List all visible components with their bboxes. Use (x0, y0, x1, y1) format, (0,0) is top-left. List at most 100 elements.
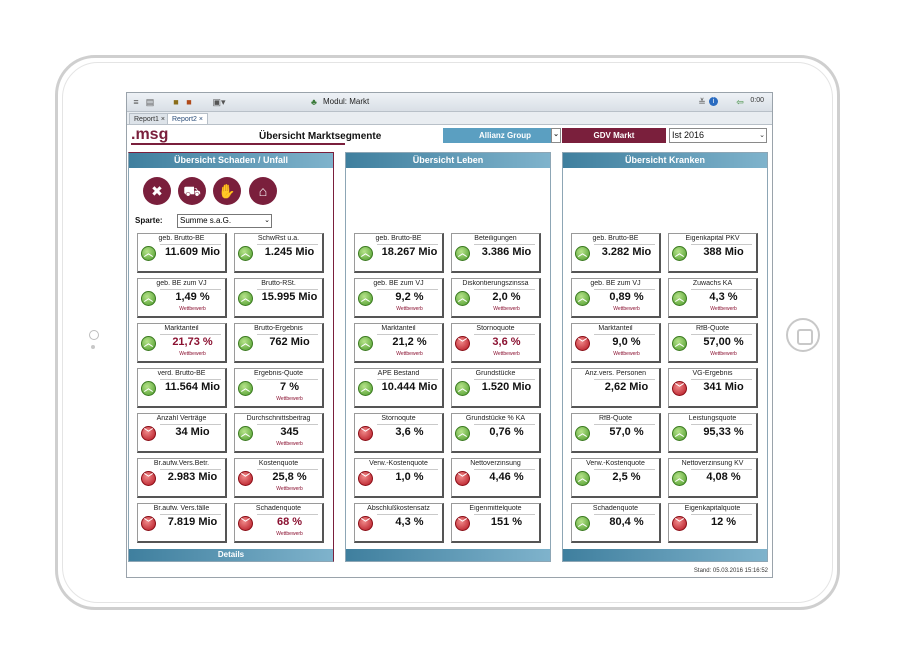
divider (377, 289, 438, 290)
kpi-card[interactable]: SchwRst u.a. ︿ 1.245 Mio (234, 233, 324, 273)
chevron-down-icon[interactable]: ⌄ (759, 132, 765, 139)
kpi-card[interactable]: Eigenmittelquote ﹀ 151 % (451, 503, 541, 543)
wettbewerb-link[interactable]: Wettbewerb (179, 306, 206, 312)
trend-up-icon: ︿ (575, 291, 590, 306)
kpi-card[interactable]: Eigenkapitalquote ﹀ 12 % (668, 503, 758, 543)
chevron-down-icon[interactable]: ⌄ (264, 217, 270, 224)
kpi-card[interactable]: Anzahl Verträge ﹀ 34 Mio (137, 413, 227, 453)
kpi-label: geb. Brutto-BE (158, 235, 205, 242)
kpi-card[interactable]: Marktanteil ︿ 21,73 % Wettbewerb (137, 323, 227, 363)
kpi-card[interactable]: Abschlußkostensatz ﹀ 4,3 % (354, 503, 444, 543)
tools-icon[interactable]: ✖ (143, 177, 171, 205)
kpi-value: 4,3 % (709, 291, 738, 303)
kpi-card[interactable]: Anz.vers. Personen 2,62 Mio (571, 368, 661, 408)
company-select[interactable]: Allianz Group ⌄ (443, 128, 561, 143)
kpi-card[interactable]: Schadenquote ︿ 80,4 % (571, 503, 661, 543)
kpi-label: Anz.vers. Personen (584, 370, 647, 377)
details-button[interactable]: Details (129, 549, 333, 561)
kpi-card[interactable]: geb. Brutto-BE ︿ 3.282 Mio (571, 233, 661, 273)
kpi-label: Br.aufw. Vers.fälle (153, 505, 210, 512)
kpi-card[interactable]: Schadenquote ﹀ 68 % Wettbewerb (234, 503, 324, 543)
print-icon[interactable]: ▤ (145, 97, 155, 107)
menu-icon[interactable]: ≡ (133, 97, 139, 107)
kpi-card[interactable]: Eigenkapital PKV ︿ 388 Mio (668, 233, 758, 273)
trend-up-icon: ︿ (455, 381, 470, 396)
kpi-card[interactable]: Br.aufw. Vers.fälle ﹀ 7.819 Mio (137, 503, 227, 543)
truck-icon[interactable]: ⛟ (178, 177, 206, 205)
wettbewerb-link[interactable]: Wettbewerb (276, 396, 303, 402)
gdv-markt-button[interactable]: GDV Markt (562, 128, 666, 143)
wettbewerb-link[interactable]: Wettbewerb (396, 306, 423, 312)
wettbewerb-link[interactable]: Wettbewerb (493, 351, 520, 357)
chevron-down-icon[interactable]: ⌄ (551, 128, 561, 143)
wettbewerb-link[interactable]: Wettbewerb (493, 306, 520, 312)
close-icon[interactable]: × (160, 116, 165, 123)
kpi-value: 341 Mio (703, 381, 744, 393)
home-button[interactable] (786, 318, 820, 352)
kpi-card[interactable]: RfB-Quote ︿ 57,0 % (571, 413, 661, 453)
wettbewerb-link[interactable]: Wettbewerb (276, 531, 303, 537)
wettbewerb-link[interactable]: Wettbewerb (613, 351, 640, 357)
panel-footer (346, 549, 550, 561)
kpi-value: 9,2 % (395, 291, 424, 303)
cube-icon[interactable]: ■ (186, 97, 192, 107)
kpi-card[interactable]: Diskontierungszinssa ︿ 2,0 % Wettbewerb (451, 278, 541, 318)
trend-up-icon: ︿ (238, 291, 253, 306)
trend-up-icon: ︿ (455, 246, 470, 261)
info-icon[interactable]: i (709, 97, 718, 106)
export-icon[interactable]: ▣▾ (212, 97, 226, 107)
wettbewerb-link[interactable]: Wettbewerb (613, 306, 640, 312)
kpi-card[interactable]: Stornoqute ﹀ 3,6 % (354, 413, 444, 453)
sparte-select[interactable]: Summe s.a.G. ⌄ (177, 214, 272, 228)
kpi-card[interactable]: Zuwachs KA ︿ 4,3 % Wettbewerb (668, 278, 758, 318)
kpi-card[interactable]: Stornoquote ﹀ 3,6 % Wettbewerb (451, 323, 541, 363)
kpi-card[interactable]: geb. Brutto-BE ︿ 18.267 Mio (354, 233, 444, 273)
kpi-label: VG-Ergebnis (692, 370, 733, 377)
kpi-card[interactable]: Kostenquote ﹀ 25,8 % Wettbewerb (234, 458, 324, 498)
kpi-card[interactable]: Ergebnis-Quote ︿ 7 % Wettbewerb (234, 368, 324, 408)
wettbewerb-link[interactable]: Wettbewerb (710, 306, 737, 312)
report-icon[interactable]: ■ (173, 97, 179, 107)
kpi-card[interactable]: verd. Brutto-BE ︿ 11.564 Mio (137, 368, 227, 408)
tab-report1[interactable]: Report1 × (129, 113, 170, 124)
home-icon[interactable]: ⌂ (249, 177, 277, 205)
kpi-label: RfB-Quote (695, 325, 730, 332)
tab-report2[interactable]: Report2 × (167, 113, 208, 124)
kpi-card[interactable]: Leistungsquote ︿ 95,33 % (668, 413, 758, 453)
wettbewerb-link[interactable]: Wettbewerb (179, 351, 206, 357)
wettbewerb-link[interactable]: Wettbewerb (396, 351, 423, 357)
kpi-card[interactable]: Nettoverzinsung ﹀ 4,46 % (451, 458, 541, 498)
kpi-card[interactable]: geb. BE zum VJ ︿ 1,49 % Wettbewerb (137, 278, 227, 318)
wettbewerb-link[interactable]: Wettbewerb (276, 441, 303, 447)
divider (594, 244, 655, 245)
year-select[interactable]: Ist 2016 ⌄ (669, 128, 767, 143)
kpi-card[interactable]: Marktanteil ﹀ 9,0 % Wettbewerb (571, 323, 661, 363)
kpi-card[interactable]: VG-Ergebnis ﹀ 341 Mio (668, 368, 758, 408)
kpi-card[interactable]: Grundstücke ︿ 1.520 Mio (451, 368, 541, 408)
kpi-card[interactable]: Brutto-Ergebnis ︿ 762 Mio (234, 323, 324, 363)
kpi-card[interactable]: Marktanteil ︿ 21,2 % Wettbewerb (354, 323, 444, 363)
kpi-card[interactable]: Brutto-RSt. ︿ 15.995 Mio (234, 278, 324, 318)
trend-down-icon: ﹀ (575, 336, 590, 351)
collapse-icon[interactable]: ≚ (698, 97, 706, 107)
kpi-card[interactable]: geb. BE zum VJ ︿ 0,89 % Wettbewerb (571, 278, 661, 318)
kpi-card[interactable]: Br.aufw.Vers.Betr. ﹀ 2.983 Mio (137, 458, 227, 498)
exit-icon[interactable]: ⇦ (736, 97, 744, 107)
kpi-card[interactable]: Nettoverzinsung KV ︿ 4,08 % (668, 458, 758, 498)
kpi-card[interactable]: Verw.-Kostenquote ﹀ 1,0 % (354, 458, 444, 498)
kpi-card[interactable]: RfB-Quote ︿ 57,00 % Wettbewerb (668, 323, 758, 363)
kpi-card[interactable]: geb. BE zum VJ ︿ 9,2 % Wettbewerb (354, 278, 444, 318)
kpi-card[interactable]: Durchschnittsbeitrag ︿ 345 Wettbewerb (234, 413, 324, 453)
wettbewerb-link[interactable]: Wettbewerb (276, 486, 303, 492)
kpi-card[interactable]: Grundstücke % KA ︿ 0,76 % (451, 413, 541, 453)
handshake-icon[interactable]: ✋ (213, 177, 241, 205)
kpi-card[interactable]: geb. Brutto-BE ︿ 11.609 Mio (137, 233, 227, 273)
kpi-card[interactable]: Verw.-Kostenquote ︿ 2,5 % (571, 458, 661, 498)
wettbewerb-link[interactable]: Wettbewerb (710, 351, 737, 357)
close-icon[interactable]: × (198, 116, 203, 123)
kpi-card[interactable]: APE Bestand ︿ 10.444 Mio (354, 368, 444, 408)
kpi-card[interactable]: Beteiligungen ︿ 3.386 Mio (451, 233, 541, 273)
divider (594, 469, 655, 470)
kpi-value: 2,62 Mio (604, 381, 649, 393)
kpi-value: 10.444 Mio (381, 381, 438, 393)
